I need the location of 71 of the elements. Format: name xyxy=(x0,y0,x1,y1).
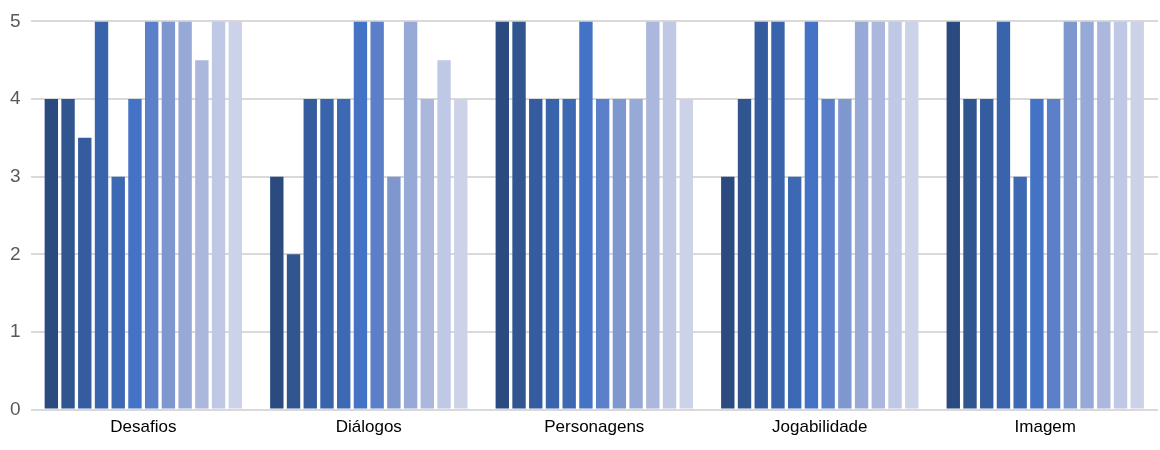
bar xyxy=(788,176,802,409)
bar xyxy=(270,176,284,409)
bar xyxy=(94,21,109,409)
bar xyxy=(980,99,994,409)
bar xyxy=(337,99,351,409)
bar xyxy=(286,254,301,409)
bar xyxy=(737,99,752,409)
bar xyxy=(44,99,59,409)
bar xyxy=(679,99,693,409)
bar xyxy=(1130,21,1144,409)
bar xyxy=(1080,21,1094,409)
y-tick-label: 1 xyxy=(9,320,21,342)
bar xyxy=(1097,21,1111,409)
y-tick-label: 4 xyxy=(9,87,21,109)
bar xyxy=(211,21,226,409)
bar xyxy=(946,21,960,409)
y-tick-label: 5 xyxy=(9,9,21,31)
x-tick-label: Imagem xyxy=(1014,417,1076,437)
bar xyxy=(420,99,435,409)
bar xyxy=(579,21,593,409)
x-tick-label: Jogabilidade xyxy=(772,417,868,437)
y-tick-label: 0 xyxy=(9,397,21,419)
bar xyxy=(838,99,852,409)
bar xyxy=(545,99,560,409)
x-tick-label: Desafios xyxy=(110,417,177,437)
bar xyxy=(1013,176,1027,409)
bar xyxy=(403,21,418,409)
bar xyxy=(905,21,919,409)
bar xyxy=(595,99,610,409)
bar xyxy=(512,21,526,409)
bar xyxy=(353,21,368,409)
bar xyxy=(454,99,468,409)
bar xyxy=(963,99,977,409)
x-tick-label: Diálogos xyxy=(335,417,402,437)
bar xyxy=(387,176,401,409)
bar xyxy=(562,99,576,409)
bar xyxy=(996,21,1011,409)
bar xyxy=(821,99,835,409)
bar xyxy=(888,21,902,409)
bar xyxy=(370,21,384,409)
bar xyxy=(228,21,242,409)
bar xyxy=(1063,21,1078,409)
bar xyxy=(871,21,885,409)
bar xyxy=(804,21,819,409)
bar xyxy=(495,21,509,409)
bar xyxy=(529,99,543,409)
bar xyxy=(61,99,75,409)
bar xyxy=(771,21,785,409)
bar xyxy=(612,99,627,409)
bar xyxy=(646,21,660,409)
bar xyxy=(111,176,125,409)
bar xyxy=(1113,21,1128,409)
bar xyxy=(754,21,768,409)
x-tick-label: Personagens xyxy=(544,417,645,437)
bar xyxy=(320,99,334,409)
bar xyxy=(161,21,176,409)
bar xyxy=(629,99,643,409)
bar xyxy=(78,137,92,409)
bar xyxy=(437,60,451,409)
bar xyxy=(854,21,869,409)
bar xyxy=(178,21,192,409)
bar xyxy=(1046,99,1061,409)
bar xyxy=(195,60,209,409)
bar xyxy=(144,21,159,409)
bar xyxy=(1030,99,1044,409)
bar xyxy=(662,21,677,409)
bar xyxy=(128,99,142,409)
y-tick-label: 2 xyxy=(9,242,21,264)
bar xyxy=(303,99,317,409)
y-tick-label: 3 xyxy=(9,164,21,186)
bar xyxy=(721,176,735,409)
